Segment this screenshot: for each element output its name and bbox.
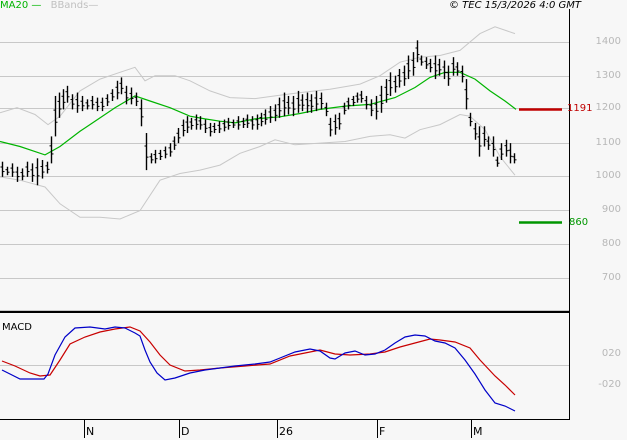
x-axis-ticks	[84, 420, 472, 438]
chart-frame	[0, 9, 570, 420]
macd-tick-label: -020	[598, 379, 621, 390]
price-tick-label: 900	[601, 204, 621, 215]
price-tick-label: 800	[601, 238, 621, 249]
x-tick-label: M	[473, 425, 483, 438]
x-tick-label: N	[86, 425, 95, 438]
ohlc-bars	[0, 40, 517, 186]
bollinger-bands	[0, 26, 516, 220]
macd-tick-label: 020	[601, 348, 621, 359]
price-tick-label: 700	[601, 272, 621, 283]
legend: MA20 — BBands—	[0, 0, 98, 12]
copyright-timestamp: © TEC 15/3/2026 4:0 GMT	[449, 0, 581, 11]
legend-ma20: MA20 —	[0, 0, 42, 11]
price-tick-label: 1200	[595, 102, 621, 113]
price-tick-label: 1300	[595, 70, 621, 81]
legend-bbands: BBands—	[50, 0, 99, 11]
price-tick-label: 1100	[595, 137, 621, 148]
support-resistance-lines	[519, 108, 562, 224]
support-label: 860	[569, 217, 589, 228]
x-tick-label: F	[379, 425, 386, 438]
price-tick-label: 1000	[595, 170, 621, 181]
ma20-line	[0, 71, 517, 156]
resistance-label: 1191	[567, 103, 593, 114]
price-tick-label: 1400	[595, 36, 621, 47]
macd-lines	[1, 326, 516, 412]
x-tick-label: 26	[279, 425, 293, 438]
macd-title: MACD	[2, 322, 32, 333]
x-tick-label: D	[181, 425, 190, 438]
price-grid	[0, 42, 569, 279]
